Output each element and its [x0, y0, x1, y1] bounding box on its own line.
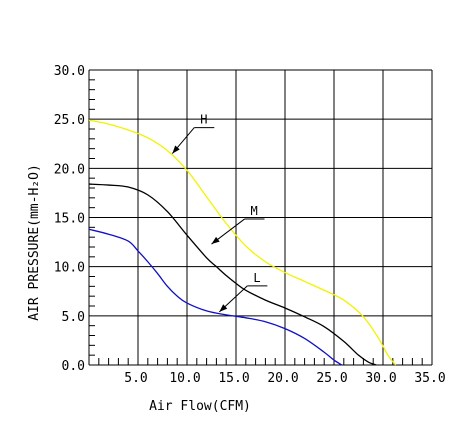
- annotation-label-m: M: [251, 204, 258, 218]
- y-tick-label: 5.0: [62, 310, 85, 325]
- annotations: H M L: [171, 113, 268, 313]
- series-line-m: [88, 183, 377, 366]
- grid: [88, 69, 433, 366]
- x-axis-label: Air Flow(CFM): [149, 399, 251, 414]
- annotation-arrow-m: [211, 236, 220, 245]
- minor-ticks: [89, 79, 423, 365]
- x-tick-label: 30.0: [365, 371, 396, 386]
- tick-labels: 0.0 5.0 10.0 15.0 20.0 25.0 30.0 5.0 10.0 15.0 20.…: [54, 64, 446, 386]
- x-tick-label: 15.0: [218, 371, 249, 386]
- series-line-h: [88, 119, 397, 366]
- y-tick-label: 0.0: [62, 359, 85, 374]
- series-lines: [88, 119, 397, 366]
- y-tick-label: 25.0: [54, 113, 85, 128]
- y-tick-label: 30.0: [54, 64, 85, 79]
- x-tick-label: 20.0: [267, 371, 298, 386]
- annotation-arrow-h: [172, 145, 180, 154]
- y-tick-label: 10.0: [54, 261, 85, 276]
- x-tick-label: 25.0: [316, 371, 347, 386]
- x-tick-label: 35.0: [414, 371, 445, 386]
- x-tick-label: 10.0: [169, 371, 200, 386]
- x-tick-label: 5.0: [124, 371, 147, 386]
- annotation-label-l: L: [253, 271, 260, 285]
- y-tick-label: 20.0: [54, 162, 85, 177]
- series-line-l: [88, 228, 343, 366]
- y-tick-label: 15.0: [54, 212, 85, 227]
- annotation-label-h: H: [200, 113, 207, 127]
- annotation-arrow-l: [219, 304, 228, 312]
- y-axis-label: AIR PRESSURE(mm-H₂O): [27, 164, 42, 321]
